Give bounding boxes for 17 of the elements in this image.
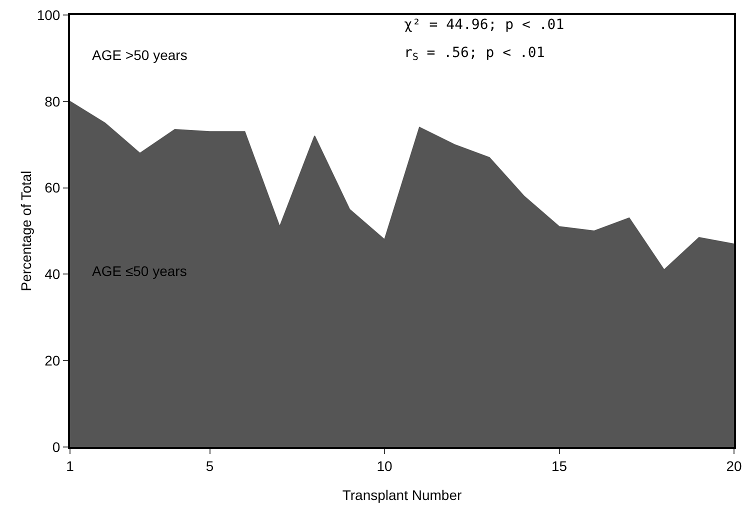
annotation: r$_{S}$ = .56; p < .01 (404, 45, 545, 63)
y-tick-label: 100 (36, 6, 60, 23)
x-tick-label: 10 (376, 458, 393, 474)
x-tick-label: 20 (726, 458, 742, 474)
y-axis-title: Percentage of Total (18, 170, 34, 292)
x-axis-title: Transplant Number (342, 487, 462, 503)
annotation: AGE >50 years (92, 47, 188, 63)
y-tick-label: 20 (44, 352, 60, 368)
annotation: AGE ≤50 years (92, 263, 187, 279)
y-tick-label: 0 (52, 438, 60, 455)
y-tick-label: 60 (44, 180, 60, 196)
annotation: χ² = 44.96; p < .01 (404, 17, 564, 33)
x-tick-label: 15 (551, 458, 568, 474)
x-tick-label: 1 (66, 458, 74, 474)
y-tick-label: 40 (44, 266, 60, 282)
y-tick-label: 80 (44, 93, 60, 110)
x-tick-label: 5 (206, 458, 214, 474)
